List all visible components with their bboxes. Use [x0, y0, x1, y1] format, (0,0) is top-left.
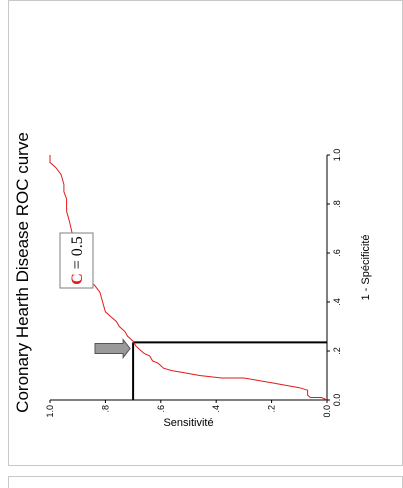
x-tick-label: 1.0 [332, 149, 342, 162]
annotation-layer: C = 0.5 [59, 232, 131, 360]
chart-plot: 0.0 .2 .4 .6 .8 1.0 0.0 .2 .4 .6 .8 1.0 C = 0.5 Cor… [13, 132, 372, 429]
x-tick-label: .8 [332, 200, 342, 208]
x-tick-label: .2 [332, 347, 342, 355]
y-tick-label: .4 [211, 405, 221, 413]
reference-lines [132, 341, 327, 400]
y-tick-label: .2 [267, 405, 277, 413]
annotation-c-letter: C [69, 273, 86, 285]
x-tick-label: .4 [332, 298, 342, 306]
annotation-value: = 0.5 [69, 236, 86, 273]
y-tick-label: .6 [156, 405, 166, 413]
x-axis-title: 1 - Spécificité [360, 234, 372, 300]
axes-layer: 0.0 .2 .4 .6 .8 1.0 0.0 .2 .4 .6 .8 1.0 [45, 149, 342, 418]
y-tick-label: 0.0 [322, 405, 332, 418]
y-tick-label: 1.0 [45, 405, 55, 418]
chart-title: Coronary Hearth Disease ROC curve [13, 132, 32, 413]
annotation-box [59, 232, 94, 289]
x-tick-label: 0.0 [332, 394, 342, 407]
x-tick-label: .6 [332, 249, 342, 257]
y-tick-label: .8 [100, 405, 110, 413]
roc-curve-series [49, 155, 328, 401]
annotation-label: C = 0.5 [69, 236, 86, 285]
y-axis-title: Sensitivité [163, 417, 213, 429]
annotation-arrow [94, 338, 131, 360]
